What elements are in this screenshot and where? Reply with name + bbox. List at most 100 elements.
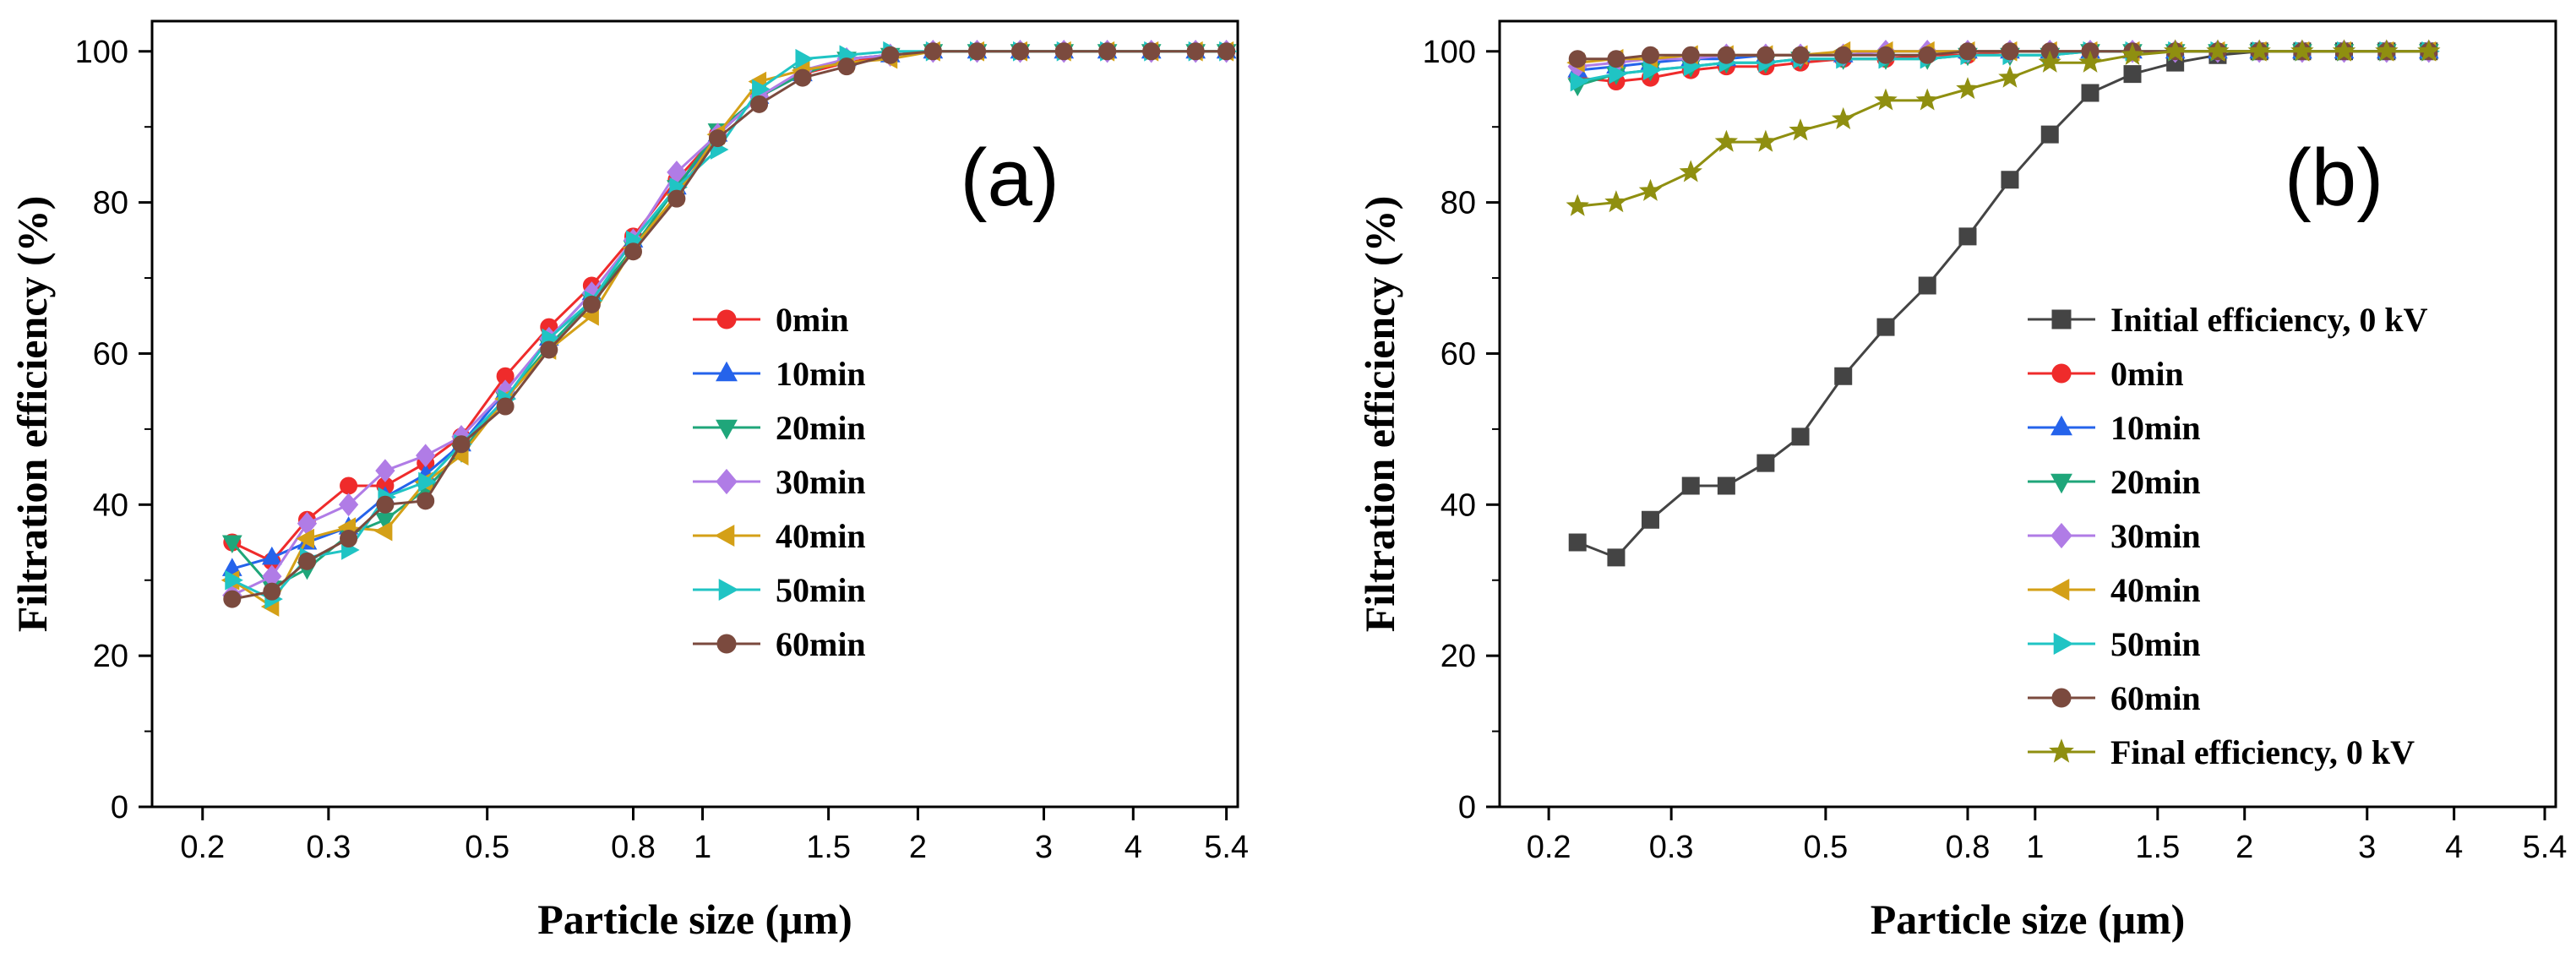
legend-marker: [2051, 309, 2072, 329]
legend-marker: [2051, 688, 2072, 708]
legend-label: 50min: [2110, 625, 2201, 663]
data-point: [1681, 46, 1700, 64]
data-point: [1607, 50, 1626, 68]
x-tick-label: 5.4: [1204, 830, 1249, 865]
y-tick-label: 60: [93, 336, 128, 372]
data-point: [418, 471, 437, 493]
data-point: [340, 476, 358, 495]
data-point: [1566, 193, 1589, 216]
data-point: [708, 129, 727, 148]
data-point: [1874, 88, 1898, 111]
panel-label: (b): [2285, 133, 2383, 223]
data-point: [1834, 367, 1853, 385]
x-tick-label: 1.5: [2135, 830, 2180, 865]
data-point: [2040, 125, 2059, 144]
data-point: [2247, 39, 2271, 62]
y-axis-title: Filtration efficiency (%): [8, 196, 56, 632]
x-tick-label: 0.3: [1649, 830, 1694, 865]
x-tick-label: 0.2: [180, 830, 225, 865]
data-point: [375, 459, 395, 482]
legend-label: 0min: [2110, 355, 2184, 393]
data-point: [2332, 39, 2356, 62]
x-tick-label: 0.8: [611, 830, 656, 865]
data-point: [667, 189, 686, 208]
data-point: [1915, 88, 1939, 111]
data-point: [1756, 454, 1775, 472]
legend-marker: [714, 525, 735, 547]
data-point: [2001, 171, 2019, 189]
plot-frame: [1498, 19, 2557, 809]
series-6: [223, 42, 1236, 608]
x-tick-label: 0.5: [1803, 830, 1848, 865]
x-tick-label: 0.5: [465, 830, 509, 865]
y-tick-label: 0: [111, 790, 128, 825]
legend-label: 40min: [2110, 571, 2201, 609]
legend-label: 50min: [776, 571, 866, 609]
data-point: [1010, 42, 1029, 61]
data-point: [1641, 510, 1659, 529]
data-point: [2038, 50, 2061, 73]
legend-marker: [716, 468, 738, 495]
legend-marker: [2050, 415, 2072, 436]
x-axis-title: Particle size (μm): [537, 896, 852, 943]
data-point: [373, 520, 393, 542]
data-point: [297, 552, 316, 570]
y-tick-label: 20: [93, 639, 128, 674]
legend: Initial efficiency, 0 kV 0min 10min 20min 30…: [2028, 301, 2428, 771]
data-point: [1717, 476, 1735, 495]
data-point: [1918, 46, 1936, 64]
data-point: [1789, 118, 1812, 141]
legend-label: 30min: [2110, 517, 2201, 555]
data-point: [1142, 42, 1161, 61]
data-point: [624, 242, 642, 261]
series-line: [1577, 50, 2429, 208]
data-point: [1638, 178, 1663, 201]
data-point: [1568, 50, 1587, 68]
data-point: [2123, 65, 2142, 84]
data-point: [261, 546, 282, 565]
data-point: [1756, 46, 1775, 64]
data-point: [1098, 42, 1117, 61]
legend-label: 10min: [776, 355, 866, 393]
data-point: [340, 530, 358, 548]
x-tick-label: 4: [1125, 830, 1142, 865]
legend: 0min 10min 20min 30min 40min 50min 60min: [693, 301, 866, 663]
legend-label: 10min: [2110, 409, 2201, 447]
data-point: [1876, 318, 1895, 336]
x-tick-label: 0.2: [1527, 830, 1571, 865]
data-point: [452, 435, 471, 454]
data-point: [1679, 160, 1702, 182]
legend-label: 60min: [2110, 679, 2201, 717]
data-point: [1791, 46, 1810, 64]
data-point: [416, 444, 436, 467]
data-point: [1958, 42, 1977, 61]
data-point: [263, 582, 281, 601]
data-point: [582, 295, 601, 313]
legend-label: 60min: [776, 625, 866, 663]
legend-marker: [716, 361, 738, 382]
data-point: [1956, 77, 1980, 100]
x-tick-label: 3: [2358, 830, 2376, 865]
data-point: [1607, 548, 1626, 567]
legend-marker: [2050, 522, 2072, 549]
data-point: [1642, 60, 1662, 80]
y-tick-label: 40: [1440, 487, 1476, 523]
data-point: [1998, 65, 2022, 88]
data-point: [1791, 427, 1810, 446]
x-tick-label: 1: [2026, 830, 2044, 865]
chart-panel-1: 0.2 0.3 0.5 0.8 1 1.5 2 3 4 5.4 0 20 40 60 80 100 Partic…: [1356, 19, 2567, 943]
data-point: [1834, 46, 1853, 64]
plot-frame: [150, 19, 1239, 809]
data-point: [1717, 46, 1735, 64]
y-tick-label: 80: [1440, 186, 1476, 221]
data-point: [417, 492, 435, 510]
legend-marker: [716, 309, 737, 329]
legend-marker: [716, 634, 737, 654]
data-point: [223, 590, 242, 608]
data-point: [296, 528, 314, 549]
x-tick-label: 0.8: [1946, 830, 1991, 865]
data-point: [750, 95, 769, 113]
y-tick-label: 40: [93, 487, 128, 523]
chart-panel-0: 0.2 0.3 0.5 0.8 1 1.5 2 3 4 5.4 0 20 40 60 80 100 Partic…: [8, 19, 1249, 943]
data-point: [225, 569, 243, 591]
